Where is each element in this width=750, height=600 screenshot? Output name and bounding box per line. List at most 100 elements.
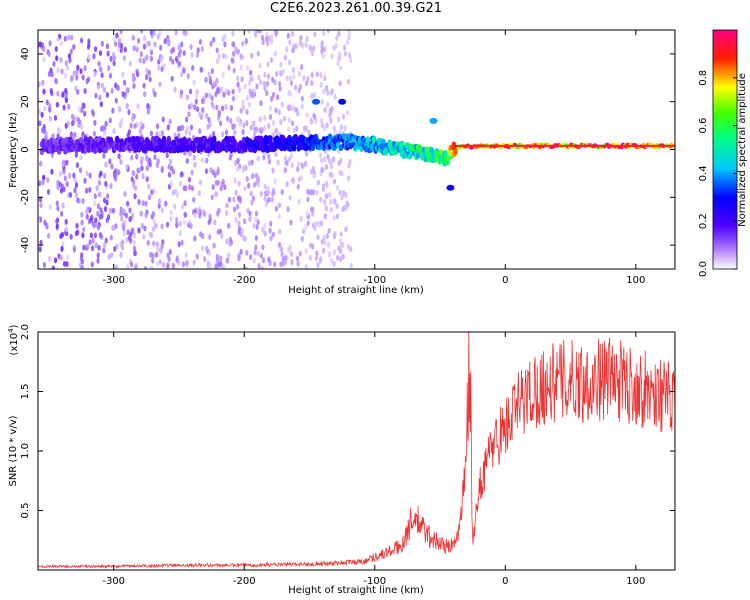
noise-pixel (280, 251, 284, 258)
noise-pixel (224, 53, 228, 60)
noise-pixel (185, 158, 189, 164)
noise-pixel (182, 50, 186, 57)
noise-pixel (250, 159, 254, 166)
noise-pixel (259, 79, 263, 86)
noise-pixel (80, 219, 84, 226)
noise-pixel (277, 109, 281, 116)
noise-pixel (178, 180, 183, 187)
noise-pixel (105, 199, 109, 206)
noise-pixel (247, 101, 252, 108)
noise-pixel (326, 89, 330, 96)
noise-pixel (289, 251, 293, 258)
noise-pixel (297, 198, 301, 205)
noise-pixel (310, 189, 314, 196)
noise-pixel (300, 95, 304, 102)
noise-pixel (125, 103, 129, 109)
noise-pixel (124, 212, 128, 219)
noise-pixel (196, 47, 200, 54)
noise-pixel (156, 261, 160, 267)
noise-pixel (278, 228, 282, 235)
noise-pixel (265, 36, 269, 42)
y-tick-label: -20 (20, 189, 31, 205)
noise-pixel (299, 35, 303, 41)
noise-pixel (319, 157, 324, 164)
noise-pixel (62, 260, 67, 267)
noise-pixel (239, 248, 243, 255)
noise-pixel (152, 240, 156, 247)
noise-pixel (48, 204, 52, 211)
noise-pixel (237, 220, 241, 227)
noise-pixel (133, 193, 137, 200)
noise-pixel (121, 71, 125, 78)
noise-pixel (319, 81, 323, 88)
noise-pixel (97, 179, 101, 186)
noise-pixel (150, 189, 154, 196)
noise-pixel (313, 31, 317, 38)
noise-pixel (304, 223, 308, 230)
noise-pixel (128, 60, 132, 67)
noise-pixel (335, 184, 340, 191)
noise-pixel (68, 172, 72, 179)
noise-pixel (139, 51, 143, 58)
noise-pixel (119, 158, 123, 165)
noise-pixel (68, 57, 72, 64)
noise-pixel (215, 47, 219, 54)
noise-pixel (335, 203, 339, 210)
noise-pixel (335, 213, 339, 220)
noise-pixel (115, 32, 119, 39)
noise-pixel (153, 41, 157, 48)
noise-pixel (326, 30, 330, 34)
noise-pixel (267, 196, 271, 203)
noise-pixel (163, 38, 167, 45)
noise-pixel (150, 265, 154, 269)
noise-pixel (59, 56, 63, 63)
signal-pixel (400, 141, 405, 149)
noise-pixel (78, 167, 83, 174)
y-tick-label: 1.5 (20, 384, 31, 400)
noise-pixel (112, 128, 116, 134)
noise-pixel (320, 44, 324, 51)
noise-pixel (152, 30, 156, 36)
noise-pixel (225, 129, 229, 136)
noise-pixel (133, 250, 137, 257)
noise-pixel (347, 162, 351, 169)
noise-pixel (67, 103, 71, 110)
noise-pixel (58, 128, 62, 135)
x-tick-label: -300 (102, 576, 125, 587)
noise-pixel (198, 179, 202, 186)
noise-pixel (38, 246, 42, 253)
snr-x-axis: -300 -200 -100 0 100 (102, 332, 645, 587)
noise-pixel (63, 175, 67, 182)
noise-pixel (62, 159, 66, 166)
noise-pixel (275, 70, 279, 77)
noise-pixel (88, 186, 92, 193)
noise-pixel (69, 48, 73, 55)
noise-pixel (157, 198, 162, 205)
noise-pixel (336, 60, 340, 67)
noise-pixel (283, 115, 287, 122)
noise-pixel (200, 45, 204, 52)
noise-pixel (219, 260, 223, 267)
noise-pixel (300, 64, 304, 71)
noise-pixel (47, 51, 51, 58)
noise-pixel (271, 231, 275, 238)
noise-pixel (322, 247, 326, 254)
noise-pixel (343, 50, 348, 57)
noise-pixel (288, 39, 292, 46)
noise-pixel (244, 266, 248, 269)
noise-pixel (52, 60, 56, 67)
noise-pixel (86, 243, 90, 250)
noise-pixel (304, 263, 308, 269)
noise-pixel (222, 264, 226, 269)
noise-pixel (66, 254, 70, 261)
noise-pixel (337, 160, 341, 167)
noise-pixel (308, 255, 312, 261)
noise-pixel (157, 64, 161, 71)
noise-pixel (316, 179, 320, 186)
noise-pixel (262, 154, 266, 161)
noise-pixel (310, 72, 314, 78)
noise-pixel (169, 158, 173, 165)
noise-pixel (309, 242, 313, 249)
noise-pixel (40, 111, 44, 118)
noise-pixel (268, 114, 273, 120)
